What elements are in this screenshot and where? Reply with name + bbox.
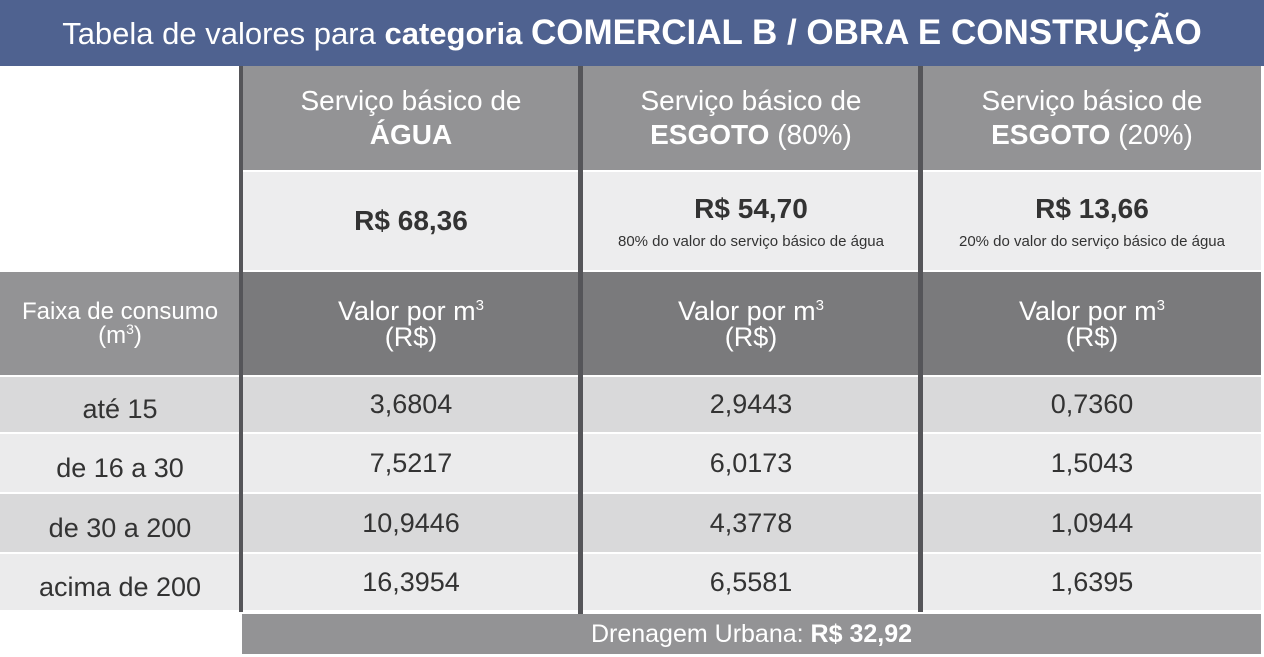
price-cell-esgoto-20: R$ 13,66 20% do valor do serviço básico … [923,172,1261,270]
column-header-suffix: (80%) [777,119,852,150]
title-prefix: Tabela de valores para [62,16,376,51]
table-row [0,377,1261,432]
faixa-header-line1: Faixa de consumo [21,297,219,325]
value-header-esgoto-80: Valor por m3 (R$) [583,272,919,375]
value-cell: 1,5043 [1050,447,1134,478]
value-header-line2: (R$) [1065,321,1119,352]
table-row [0,494,1261,552]
column-header-esgoto-80: Serviço básico de ESGOTO (80%) [583,66,919,170]
column-divider [239,66,243,612]
value-cell: 6,5581 [709,566,793,597]
price-note: 20% do valor do serviço básico de água [958,232,1225,250]
column-header-line1: Serviço básico de [640,85,862,116]
table-row [0,434,1261,492]
column-header-bold: ESGOTO [991,119,1111,150]
faixa-header: Faixa de consumo (m3) [0,272,240,375]
column-divider [918,66,923,612]
value-cell: 7,5217 [369,447,453,478]
drainage-footer: Drenagem Urbana: R$ 32,92 [242,614,1261,654]
value-cell: 1,0944 [1050,507,1134,538]
column-header-line1: Serviço básico de [300,85,522,116]
value-header-esgoto-20: Valor por m3 (R$) [923,272,1261,375]
value-cell: 1,6395 [1050,566,1134,597]
value-header-line2: (R$) [724,321,778,352]
title-category-label: categoria [384,16,523,51]
price-value: R$ 68,36 [354,205,468,236]
value-cell: 10,9446 [362,507,460,538]
faixa-header-open: (m [98,321,127,349]
drainage-value: R$ 32,92 [810,619,913,648]
price-cell-esgoto-80: R$ 54,70 80% do valor do serviço básico … [583,172,919,270]
title-category-name: COMERCIAL B / OBRA E CONSTRUÇÃO [530,13,1202,52]
faixa-cell: de 16 a 30 [56,452,184,483]
value-header-sup: 3 [475,296,484,314]
value-cell: 4,3778 [709,507,793,538]
faixa-cell: de 30 a 200 [48,512,192,543]
value-header-line1: Valor por m [678,295,816,326]
value-cell: 16,3954 [362,566,460,597]
value-cell: 0,7360 [1050,389,1134,419]
drainage-label: Drenagem Urbana: [590,619,804,648]
column-header-suffix: (20%) [1118,119,1193,150]
faixa-header-close: ) [133,321,142,349]
column-header-esgoto-20: Serviço básico de ESGOTO (20%) [923,66,1261,170]
faixa-cell: até 15 [82,394,158,424]
faixa-cell: acima de 200 [38,571,202,602]
value-cell: 6,0173 [709,447,793,478]
value-cell: 2,9443 [709,389,793,419]
value-header-sup: 3 [815,296,824,314]
price-cell-agua: R$ 68,36 [243,172,579,270]
value-header-line2: (R$) [384,321,438,352]
column-header-bold: ÁGUA [369,119,453,150]
value-header-agua: Valor por m3 (R$) [243,272,579,375]
column-header-bold: ESGOTO [650,119,770,150]
price-value: R$ 54,70 [694,192,808,224]
faixa-header-sup: 3 [126,320,134,337]
value-cell: 3,6804 [369,389,453,419]
value-header-sup: 3 [1156,296,1165,314]
value-header-line1: Valor por m [338,295,476,326]
column-header-line1: Serviço básico de [981,85,1203,116]
table-title: Tabela de valores para categoria COMERCI… [0,0,1264,66]
value-header-line1: Valor por m [1019,295,1157,326]
price-note: 80% do valor do serviço básico de água [617,232,884,250]
column-header-agua: Serviço básico de ÁGUA [243,66,579,170]
price-value: R$ 13,66 [1035,192,1149,224]
table-row [0,554,1261,610]
column-divider [578,66,583,614]
